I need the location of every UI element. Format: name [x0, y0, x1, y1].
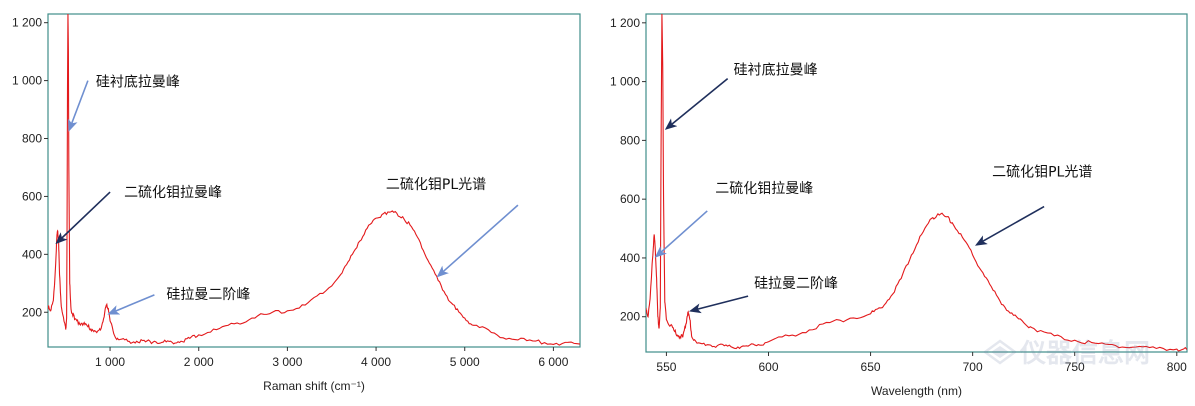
x-tick-label: 3 000	[272, 355, 302, 369]
watermark-icon	[982, 339, 1018, 365]
y-tick-label: 1 000	[12, 74, 42, 88]
pl-spectrum-chart: 200 400 600 800 1 000 1 200 550 600 650 700 750 800…	[610, 13, 1188, 398]
annotation-arrow	[55, 191, 111, 245]
annotation-arrow	[664, 78, 729, 130]
y-tick-label: 600	[22, 189, 42, 203]
annotation-label: 二硫化钼PL光谱	[992, 165, 1092, 181]
x-axis-title: Wavelength (nm)	[871, 384, 962, 398]
spectrum-line-series	[48, 14, 580, 346]
x-tick-label: 1 000	[95, 355, 125, 369]
watermark-logo: 仪器信息网	[982, 338, 1150, 369]
x-tick-label: 2 000	[184, 355, 214, 369]
x-tick-label: 800	[1167, 360, 1187, 374]
annotation-arrow	[688, 295, 749, 314]
x-tick-label: 550	[656, 360, 676, 374]
annotation-label: 二硫化钼PL光谱	[386, 177, 486, 193]
y-tick-label: 200	[22, 305, 42, 319]
annotation-arrow	[107, 294, 155, 315]
x-tick-label: 5 000	[450, 355, 480, 369]
y-tick-label: 400	[22, 247, 42, 261]
y-tick-label: 1 000	[610, 75, 640, 89]
y-tick-label: 800	[22, 132, 42, 146]
spectrum-line-series	[646, 14, 1187, 352]
y-tick-label: 200	[620, 310, 640, 324]
annotation-label: 硅拉曼二阶峰	[754, 276, 838, 292]
plot-frame	[47, 13, 581, 348]
y-tick-label: 400	[620, 251, 640, 265]
y-tick-label: 1 200	[12, 16, 42, 30]
watermark-text: 仪器信息网	[1019, 338, 1150, 369]
x-tick-label: 750	[1065, 360, 1085, 374]
annotation-label: 硅衬底拉曼峰	[96, 75, 180, 91]
y-tick-label: 1 200	[610, 16, 640, 30]
y-tick-label: 800	[620, 133, 640, 147]
annotation-arrow	[974, 205, 1045, 246]
annotation-label: 二硫化钼拉曼峰	[715, 181, 813, 197]
x-tick-label: 700	[963, 360, 983, 374]
annotation-arrow	[654, 210, 708, 258]
annotation-label: 硅拉曼二阶峰	[166, 287, 250, 303]
y-tick-label: 600	[620, 192, 640, 206]
x-tick-label: 6 000	[538, 355, 568, 369]
annotation-arrow	[436, 204, 519, 278]
x-tick-label: 600	[758, 360, 778, 374]
annotation-label: 硅衬底拉曼峰	[734, 63, 818, 79]
annotation-label: 二硫化钼拉曼峰	[124, 185, 222, 201]
x-tick-label: 4 000	[361, 355, 391, 369]
annotation-arrow	[68, 80, 89, 132]
raman-spectrum-chart: 200 400 600 800 1 000 1 200 1 000 2 000 3 000 4 0…	[12, 13, 581, 393]
x-tick-label: 650	[861, 360, 881, 374]
plot-frame	[645, 13, 1188, 353]
x-axis-title: Raman shift (cm⁻¹)	[263, 379, 365, 393]
